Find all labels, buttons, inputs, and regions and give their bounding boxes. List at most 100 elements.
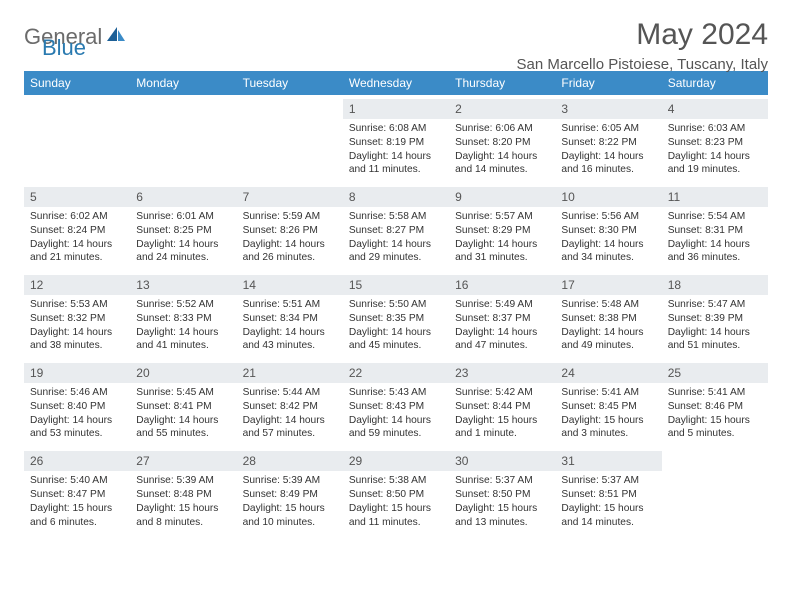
day-daylight2: and 5 minutes.	[668, 427, 762, 441]
day-daylight1: Daylight: 14 hours	[349, 414, 443, 428]
day-daylight2: and 6 minutes.	[30, 516, 124, 530]
day-number: 22	[343, 363, 449, 383]
day-sunrise: Sunrise: 5:39 AM	[243, 474, 337, 488]
calendar-day-cell: 8 Sunrise: 5:58 AMSunset: 8:27 PMDaylight…	[343, 183, 449, 271]
day-daylight2: and 57 minutes.	[243, 427, 337, 441]
day-sunrise: Sunrise: 5:47 AM	[668, 298, 762, 312]
calendar-day-cell: 1Sunrise: 6:08 AMSunset: 8:19 PMDaylight…	[343, 95, 449, 183]
day-info: Sunrise: 5:57 AMSunset: 8:29 PMDaylight:…	[455, 210, 549, 265]
brand-blue: Blue	[42, 35, 86, 60]
day-daylight1: Daylight: 14 hours	[668, 238, 762, 252]
calendar-day-cell: 16Sunrise: 5:49 AMSunset: 8:37 PMDayligh…	[449, 271, 555, 359]
day-sunset: Sunset: 8:40 PM	[30, 400, 124, 414]
day-sunrise: Sunrise: 5:43 AM	[349, 386, 443, 400]
calendar-day-cell: 3Sunrise: 6:05 AMSunset: 8:22 PMDaylight…	[555, 95, 661, 183]
day-sunset: Sunset: 8:38 PM	[561, 312, 655, 326]
day-sunset: Sunset: 8:51 PM	[561, 488, 655, 502]
calendar-day-cell: 30Sunrise: 5:37 AMSunset: 8:50 PMDayligh…	[449, 447, 555, 535]
day-sunset: Sunset: 8:25 PM	[136, 224, 230, 238]
calendar-day-cell	[130, 95, 236, 183]
day-number: 25	[662, 363, 768, 383]
calendar-day-cell: 26Sunrise: 5:40 AMSunset: 8:47 PMDayligh…	[24, 447, 130, 535]
day-sunset: Sunset: 8:24 PM	[30, 224, 124, 238]
calendar-week-row: 19Sunrise: 5:46 AMSunset: 8:40 PMDayligh…	[24, 359, 768, 447]
day-daylight1: Daylight: 14 hours	[349, 150, 443, 164]
day-number: 12	[24, 275, 130, 295]
day-daylight1: Daylight: 15 hours	[136, 502, 230, 516]
day-number: 7	[237, 187, 343, 207]
day-info: Sunrise: 5:38 AMSunset: 8:50 PMDaylight:…	[349, 474, 443, 529]
day-sunset: Sunset: 8:47 PM	[30, 488, 124, 502]
calendar-week-row: 1Sunrise: 6:08 AMSunset: 8:19 PMDaylight…	[24, 95, 768, 183]
day-daylight2: and 14 minutes.	[455, 163, 549, 177]
calendar-day-cell: 20Sunrise: 5:45 AMSunset: 8:41 PMDayligh…	[130, 359, 236, 447]
day-sunrise: Sunrise: 5:41 AM	[561, 386, 655, 400]
day-sunrise: Sunrise: 5:42 AM	[455, 386, 549, 400]
calendar-table: Sunday Monday Tuesday Wednesday Thursday…	[24, 71, 768, 535]
day-daylight1: Daylight: 15 hours	[561, 414, 655, 428]
day-info: Sunrise: 5:54 AMSunset: 8:31 PMDaylight:…	[668, 210, 762, 265]
day-daylight1: Daylight: 14 hours	[30, 414, 124, 428]
day-number: 8	[343, 187, 449, 207]
day-number: 23	[449, 363, 555, 383]
day-info: Sunrise: 5:50 AMSunset: 8:35 PMDaylight:…	[349, 298, 443, 353]
day-daylight2: and 36 minutes.	[668, 251, 762, 265]
day-info: Sunrise: 5:59 AMSunset: 8:26 PMDaylight:…	[243, 210, 337, 265]
day-daylight1: Daylight: 14 hours	[136, 238, 230, 252]
calendar-body: 1Sunrise: 6:08 AMSunset: 8:19 PMDaylight…	[24, 95, 768, 535]
day-info: Sunrise: 5:51 AMSunset: 8:34 PMDaylight:…	[243, 298, 337, 353]
day-sunrise: Sunrise: 5:59 AM	[243, 210, 337, 224]
day-info: Sunrise: 5:44 AMSunset: 8:42 PMDaylight:…	[243, 386, 337, 441]
calendar-day-cell: 2Sunrise: 6:06 AMSunset: 8:20 PMDaylight…	[449, 95, 555, 183]
day-number: 16	[449, 275, 555, 295]
day-info: Sunrise: 5:58 AMSunset: 8:27 PMDaylight:…	[349, 210, 443, 265]
day-daylight2: and 1 minute.	[455, 427, 549, 441]
day-daylight2: and 21 minutes.	[30, 251, 124, 265]
calendar-day-cell: 19Sunrise: 5:46 AMSunset: 8:40 PMDayligh…	[24, 359, 130, 447]
day-info: Sunrise: 5:43 AMSunset: 8:43 PMDaylight:…	[349, 386, 443, 441]
calendar-day-cell: 14Sunrise: 5:51 AMSunset: 8:34 PMDayligh…	[237, 271, 343, 359]
day-info: Sunrise: 5:37 AMSunset: 8:50 PMDaylight:…	[455, 474, 549, 529]
day-daylight1: Daylight: 14 hours	[668, 150, 762, 164]
day-sunrise: Sunrise: 6:02 AM	[30, 210, 124, 224]
day-info: Sunrise: 5:53 AMSunset: 8:32 PMDaylight:…	[30, 298, 124, 353]
day-daylight1: Daylight: 14 hours	[243, 414, 337, 428]
day-sunset: Sunset: 8:45 PM	[561, 400, 655, 414]
day-daylight2: and 14 minutes.	[561, 516, 655, 530]
day-daylight2: and 34 minutes.	[561, 251, 655, 265]
day-sunset: Sunset: 8:34 PM	[243, 312, 337, 326]
day-sunset: Sunset: 8:44 PM	[455, 400, 549, 414]
day-sunset: Sunset: 8:30 PM	[561, 224, 655, 238]
location-label: San Marcello Pistoiese, Tuscany, Italy	[517, 56, 769, 73]
day-sunset: Sunset: 8:31 PM	[668, 224, 762, 238]
day-sunrise: Sunrise: 5:57 AM	[455, 210, 549, 224]
day-sunrise: Sunrise: 6:08 AM	[349, 122, 443, 136]
day-daylight1: Daylight: 14 hours	[136, 414, 230, 428]
day-info: Sunrise: 5:48 AMSunset: 8:38 PMDaylight:…	[561, 298, 655, 353]
day-number: 28	[237, 451, 343, 471]
day-sunrise: Sunrise: 5:53 AM	[30, 298, 124, 312]
day-daylight1: Daylight: 14 hours	[243, 238, 337, 252]
day-daylight1: Daylight: 14 hours	[668, 326, 762, 340]
day-sunrise: Sunrise: 5:58 AM	[349, 210, 443, 224]
day-daylight1: Daylight: 14 hours	[30, 238, 124, 252]
day-sunset: Sunset: 8:22 PM	[561, 136, 655, 150]
day-daylight1: Daylight: 15 hours	[30, 502, 124, 516]
day-daylight1: Daylight: 14 hours	[349, 326, 443, 340]
day-daylight2: and 51 minutes.	[668, 339, 762, 353]
day-daylight2: and 26 minutes.	[243, 251, 337, 265]
day-sunset: Sunset: 8:20 PM	[455, 136, 549, 150]
day-sunset: Sunset: 8:37 PM	[455, 312, 549, 326]
calendar-day-cell: 28Sunrise: 5:39 AMSunset: 8:49 PMDayligh…	[237, 447, 343, 535]
day-number: 24	[555, 363, 661, 383]
day-sunrise: Sunrise: 5:40 AM	[30, 474, 124, 488]
calendar-day-cell	[662, 447, 768, 535]
weekday-header: Wednesday	[343, 71, 449, 95]
day-info: Sunrise: 6:05 AMSunset: 8:22 PMDaylight:…	[561, 122, 655, 177]
day-number: 13	[130, 275, 236, 295]
day-number: 27	[130, 451, 236, 471]
day-daylight1: Daylight: 14 hours	[136, 326, 230, 340]
day-info: Sunrise: 5:56 AMSunset: 8:30 PMDaylight:…	[561, 210, 655, 265]
calendar-day-cell: 21Sunrise: 5:44 AMSunset: 8:42 PMDayligh…	[237, 359, 343, 447]
day-sunrise: Sunrise: 5:51 AM	[243, 298, 337, 312]
